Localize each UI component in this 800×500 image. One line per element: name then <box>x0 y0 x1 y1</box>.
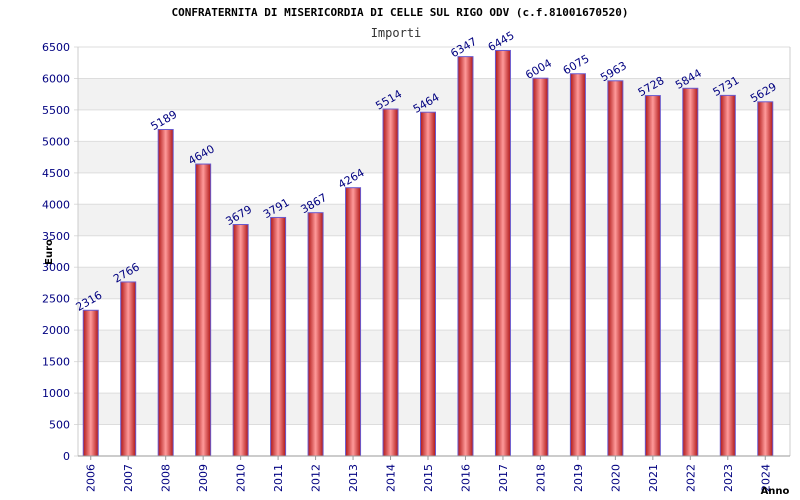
x-tick-label: 2017 <box>497 464 510 492</box>
y-tick-label: 2000 <box>42 324 70 337</box>
bar <box>232 224 249 457</box>
x-tick-label: 2019 <box>572 464 585 492</box>
x-axis-label: Anno <box>761 486 790 497</box>
y-tick-label: 2500 <box>42 293 70 306</box>
bar <box>757 101 774 457</box>
plot-band <box>78 47 790 79</box>
bar <box>157 128 174 457</box>
chart-subtitle: Importi <box>371 26 422 40</box>
bar <box>82 309 99 457</box>
bar <box>270 216 287 457</box>
x-tick-label: 2023 <box>722 464 735 492</box>
x-tick-label: 2014 <box>385 464 398 492</box>
y-tick-label: 4500 <box>42 167 70 180</box>
x-tick-label: 2006 <box>85 464 98 492</box>
y-tick-label: 4000 <box>42 198 70 211</box>
bar <box>644 95 661 457</box>
y-tick-label: 5500 <box>42 104 70 117</box>
bar <box>719 94 736 457</box>
y-tick-label: 500 <box>49 419 70 432</box>
x-tick-label: 2010 <box>235 464 248 492</box>
bar <box>382 108 399 457</box>
plot-band <box>78 78 790 110</box>
bar <box>494 49 511 457</box>
y-tick-label: 0 <box>63 450 70 463</box>
bar <box>607 80 624 457</box>
chart-title: CONFRATERNITA DI MISERICORDIA DI CELLE S… <box>172 6 629 19</box>
x-tick-label: 2020 <box>609 464 622 492</box>
bar <box>682 87 699 457</box>
x-tick-label: 2024 <box>759 464 772 492</box>
x-axis: 2006 2007 2008 2009 2010 2011 2012 2013 2014 2015… <box>78 455 790 492</box>
y-tick-label: 1500 <box>42 356 70 369</box>
x-tick-label: 2011 <box>272 464 285 492</box>
bar <box>457 56 474 457</box>
y-axis-label: Euro <box>44 239 55 265</box>
y-tick-label: 3500 <box>42 230 70 243</box>
y-tick-label: 3000 <box>42 261 70 274</box>
bar <box>532 77 549 457</box>
x-tick-label: 2022 <box>684 464 697 492</box>
bar <box>420 111 436 457</box>
x-tick-label: 2007 <box>122 464 135 492</box>
y-tick-label: 6000 <box>42 72 70 85</box>
x-tick-label: 2016 <box>459 464 472 492</box>
bar <box>195 163 212 457</box>
bar <box>345 187 362 457</box>
x-tick-label: 2021 <box>647 464 660 492</box>
y-axis: 0 500 1000 1500 2000 2500 3000 3500 4000 4500 5000… <box>42 41 791 463</box>
x-tick-label: 2018 <box>534 464 547 492</box>
x-tick-label: 2009 <box>197 464 210 492</box>
y-tick-label: 6500 <box>42 41 70 54</box>
bar <box>307 212 324 457</box>
x-tick-label: 2012 <box>310 464 323 492</box>
bar <box>120 281 137 457</box>
y-tick-label: 1000 <box>42 387 70 400</box>
x-tick-label: 2013 <box>347 464 360 492</box>
x-tick-label: 2015 <box>422 464 435 492</box>
x-tick-label: 2008 <box>160 464 173 492</box>
bar <box>569 73 586 457</box>
y-tick-label: 5000 <box>42 135 70 148</box>
